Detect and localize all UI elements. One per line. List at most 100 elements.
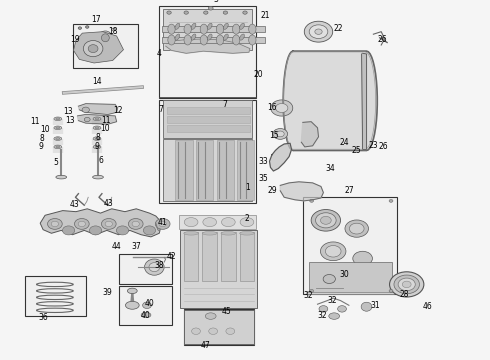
Text: 7: 7: [222, 100, 227, 109]
Bar: [303, 197, 397, 294]
Bar: [119, 254, 172, 284]
Bar: [179, 215, 256, 229]
Ellipse shape: [184, 24, 191, 34]
Ellipse shape: [191, 23, 196, 30]
Text: 39: 39: [102, 288, 112, 297]
Text: 21: 21: [261, 11, 270, 20]
Ellipse shape: [56, 127, 60, 129]
Bar: [163, 100, 252, 138]
Ellipse shape: [54, 117, 62, 121]
Text: 43: 43: [70, 200, 79, 209]
Ellipse shape: [48, 219, 62, 229]
Bar: [184, 309, 254, 345]
Ellipse shape: [192, 328, 200, 334]
Text: 13: 13: [63, 107, 73, 116]
Text: 19: 19: [70, 35, 79, 44]
Ellipse shape: [93, 126, 101, 130]
Ellipse shape: [304, 21, 333, 42]
Text: 3: 3: [213, 0, 218, 4]
Bar: [184, 310, 254, 344]
Text: 32: 32: [318, 310, 327, 320]
Ellipse shape: [105, 221, 113, 227]
Ellipse shape: [184, 35, 191, 45]
Ellipse shape: [316, 213, 336, 228]
Ellipse shape: [145, 259, 164, 275]
Text: 18: 18: [108, 27, 117, 36]
Ellipse shape: [155, 219, 170, 229]
Ellipse shape: [248, 35, 256, 45]
Ellipse shape: [200, 35, 208, 45]
Ellipse shape: [184, 231, 198, 235]
Ellipse shape: [240, 217, 254, 227]
Text: 33: 33: [259, 157, 269, 166]
Text: 17: 17: [91, 15, 100, 24]
Text: 44: 44: [112, 242, 122, 251]
Text: 43: 43: [104, 199, 114, 208]
Ellipse shape: [315, 29, 322, 34]
Ellipse shape: [63, 226, 74, 235]
Text: 11: 11: [101, 116, 110, 125]
Text: 5: 5: [53, 158, 58, 167]
Ellipse shape: [223, 23, 228, 30]
Ellipse shape: [167, 11, 172, 14]
Polygon shape: [283, 51, 377, 150]
Ellipse shape: [398, 278, 416, 291]
Text: 34: 34: [326, 164, 336, 173]
Text: 8: 8: [96, 133, 100, 142]
Ellipse shape: [98, 31, 112, 45]
Text: 36: 36: [38, 313, 48, 322]
Ellipse shape: [311, 210, 341, 231]
Ellipse shape: [117, 226, 128, 235]
Ellipse shape: [82, 107, 89, 112]
Text: 40: 40: [145, 299, 154, 307]
Ellipse shape: [200, 24, 208, 34]
Bar: [159, 6, 256, 98]
Ellipse shape: [226, 328, 235, 334]
Text: 13: 13: [65, 116, 74, 125]
Ellipse shape: [93, 175, 103, 179]
Ellipse shape: [89, 226, 102, 235]
Ellipse shape: [175, 34, 180, 40]
Ellipse shape: [208, 6, 213, 10]
Polygon shape: [301, 122, 319, 147]
Ellipse shape: [309, 25, 328, 39]
Bar: [162, 37, 265, 43]
Ellipse shape: [141, 312, 151, 318]
Text: 47: 47: [201, 341, 211, 350]
Ellipse shape: [54, 137, 62, 140]
Ellipse shape: [394, 275, 419, 294]
Ellipse shape: [95, 138, 99, 139]
Ellipse shape: [240, 34, 245, 40]
Text: 25: 25: [352, 146, 362, 155]
Text: 42: 42: [167, 252, 176, 261]
Ellipse shape: [78, 221, 85, 227]
Text: 8: 8: [39, 134, 44, 143]
Text: 35: 35: [259, 174, 269, 183]
Text: 37: 37: [131, 242, 141, 251]
Ellipse shape: [361, 302, 372, 311]
Ellipse shape: [310, 289, 314, 292]
Polygon shape: [74, 32, 123, 63]
Text: 12: 12: [114, 107, 123, 115]
Bar: [237, 140, 254, 200]
Ellipse shape: [93, 117, 101, 121]
Ellipse shape: [112, 28, 116, 31]
Ellipse shape: [132, 221, 140, 227]
Ellipse shape: [51, 221, 59, 227]
Polygon shape: [362, 53, 367, 149]
Text: 9: 9: [38, 142, 43, 151]
Bar: [25, 276, 86, 316]
Bar: [167, 107, 250, 114]
Ellipse shape: [85, 26, 89, 28]
Bar: [202, 232, 217, 281]
Polygon shape: [166, 39, 250, 53]
Ellipse shape: [310, 199, 314, 202]
Ellipse shape: [184, 11, 188, 14]
Text: 30: 30: [339, 270, 349, 279]
Bar: [163, 139, 252, 201]
Ellipse shape: [168, 24, 175, 34]
Text: 38: 38: [154, 261, 164, 270]
Ellipse shape: [143, 302, 151, 309]
Ellipse shape: [93, 137, 101, 140]
Ellipse shape: [207, 23, 212, 30]
